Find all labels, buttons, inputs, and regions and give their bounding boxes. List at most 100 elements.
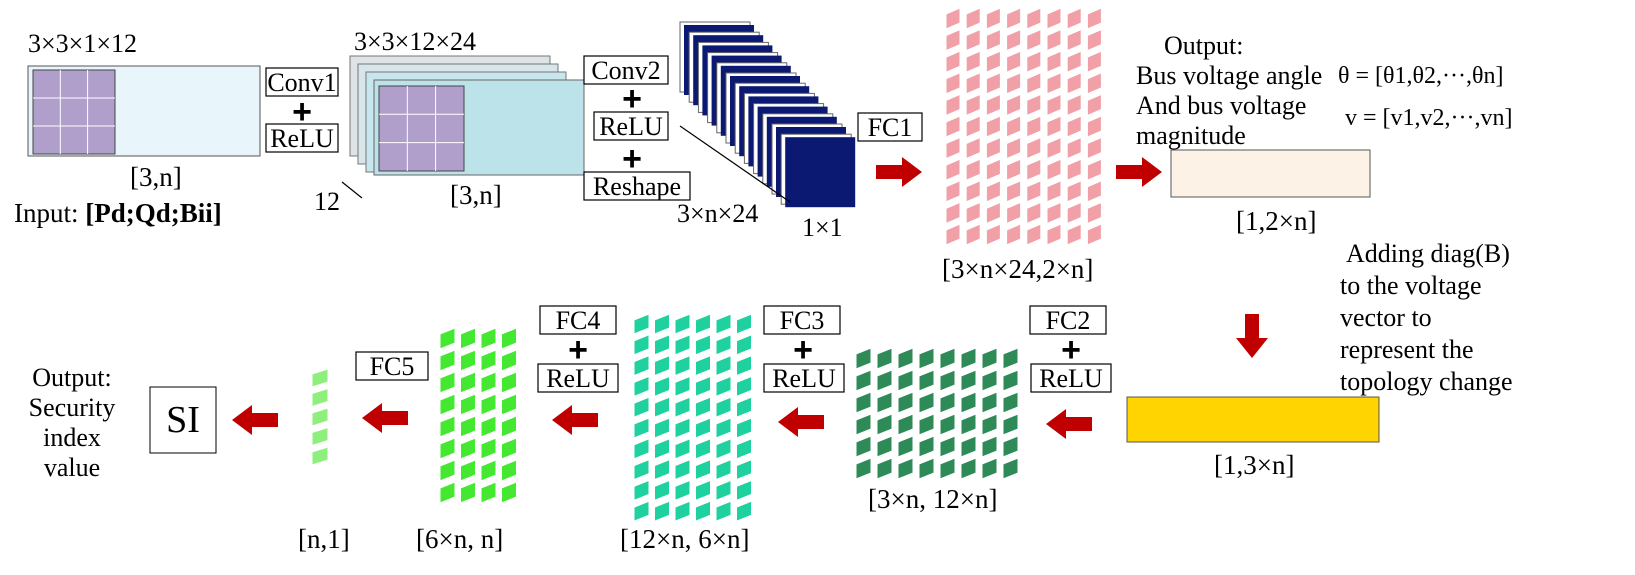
fc4-cell [501, 481, 517, 504]
fc2-cell [876, 347, 893, 370]
fc3-cell [736, 479, 752, 502]
input-block: 3×3×1×12 [3,n] Input: [Pd;Qd;Bii] [14, 29, 261, 228]
fc3-cell [674, 458, 691, 481]
fc3-cell [736, 500, 752, 522]
fc2-cell [876, 457, 893, 480]
fc1-cell [1066, 136, 1082, 160]
fc3-cell [633, 375, 650, 398]
fc1-cell [1086, 136, 1102, 160]
input-label: Input: [Pd;Qd;Bii] [14, 198, 222, 228]
fc2-cell [897, 413, 914, 436]
fc1-cell [1086, 158, 1102, 181]
fc1-cell [1046, 201, 1062, 225]
conv2-depth-label: 3×n×24 [677, 199, 758, 228]
fc3-cell [736, 396, 752, 418]
conv2-op-label: Conv2 [591, 56, 660, 85]
fc2-cell [960, 413, 977, 436]
si-output-line1: Output: [32, 363, 111, 392]
fc3-cell [633, 417, 650, 439]
fc3-cell [654, 458, 670, 481]
fc1-cell [985, 136, 1001, 160]
fc1-weight-label: [3×n×24,2×n] [942, 254, 1093, 284]
fc3-cell [654, 313, 670, 335]
fc1-cell [1026, 93, 1042, 117]
fc1-cell [1086, 223, 1102, 246]
topology-note-line1: Adding diag(B) [1346, 239, 1510, 268]
fc1-cell [965, 201, 981, 225]
fc2-cell [876, 435, 893, 458]
fc3-box [763, 305, 841, 335]
fc4-cell [439, 481, 456, 504]
fc4-cell [480, 415, 497, 438]
fc4-cell [439, 393, 456, 416]
fc2-cell [918, 435, 935, 458]
fc3-label: FC3 [780, 306, 825, 335]
fc2-act-box [1030, 363, 1112, 393]
fc4-cell [480, 437, 497, 460]
conv1-depth-arrow [341, 181, 363, 199]
fc4-cell [460, 393, 476, 416]
conv1-act-label: ReLU [270, 124, 334, 153]
fc1-cell [1066, 180, 1082, 203]
fc3-act-label: ReLU [772, 364, 836, 393]
fc1-cell [1066, 7, 1082, 30]
voltage-size-label: [1,2×n] [1236, 206, 1316, 236]
fc3-cell [654, 479, 670, 502]
fc2-cell [981, 413, 998, 436]
conv1-size-label: [3,n] [450, 180, 502, 210]
augmented-size-label: [1,3×n] [1214, 450, 1294, 480]
fc3-act-box [763, 363, 845, 393]
fc4-cell [439, 437, 456, 460]
fc3-cell [695, 375, 711, 398]
fc3-cell [674, 334, 691, 356]
theta-equation: θ = [θ1,θ2,···,θn] [1338, 63, 1503, 89]
fc1-cell [1006, 180, 1022, 203]
fc2-cell [1002, 457, 1019, 480]
fc2-cell [1002, 347, 1019, 370]
fc1-cell [945, 50, 961, 73]
fc1-cell [1006, 136, 1022, 160]
fc3-cell [715, 417, 732, 439]
conv1-op-box [265, 67, 339, 97]
fc4-cell [439, 327, 456, 350]
fc1-cell [945, 180, 961, 203]
fc3-cell [633, 479, 650, 502]
fc4-cell [439, 459, 456, 482]
topology-note-line4: represent the [1340, 335, 1474, 364]
fc4-cell [480, 481, 497, 504]
fc1-cell [1006, 28, 1022, 52]
fc1-cell [1046, 72, 1062, 95]
fc3-cell [736, 417, 752, 439]
fc4-cell [480, 349, 497, 372]
fc3-cell [715, 479, 732, 502]
fc2-cell [918, 391, 935, 414]
fc1-cell [1006, 201, 1022, 225]
fc4-cell [501, 459, 517, 482]
fc2-cell [960, 457, 977, 480]
fc1-cell [945, 201, 961, 225]
fc3-cell [715, 396, 732, 418]
fc2-cell [855, 347, 872, 370]
fc4-cell [439, 371, 456, 394]
input-size-label: [3,n] [130, 162, 182, 192]
flow-arrows [232, 157, 1268, 439]
fc1-cell [965, 50, 981, 73]
conv2-reshape-box [583, 171, 691, 201]
fc3-cell [654, 375, 670, 398]
fc1-cell [1086, 180, 1102, 203]
fc5-cell [311, 368, 329, 388]
fc5-cell [311, 387, 329, 408]
fc1-cell [1086, 28, 1102, 52]
conv1-op-label: Conv1 [267, 68, 336, 97]
fc3-cell [654, 396, 670, 418]
fc2-cell [981, 435, 998, 458]
fc4-cell [460, 459, 476, 482]
fc1-cell [1066, 223, 1082, 246]
fc1-weight-grid [945, 7, 1102, 246]
fc3-cell [695, 354, 711, 377]
fc2-cell [855, 391, 872, 414]
fc1-cell [945, 7, 961, 30]
fc3-cell [736, 438, 752, 460]
fc3-weight-grid [633, 313, 752, 522]
fc2-cell [981, 457, 998, 480]
